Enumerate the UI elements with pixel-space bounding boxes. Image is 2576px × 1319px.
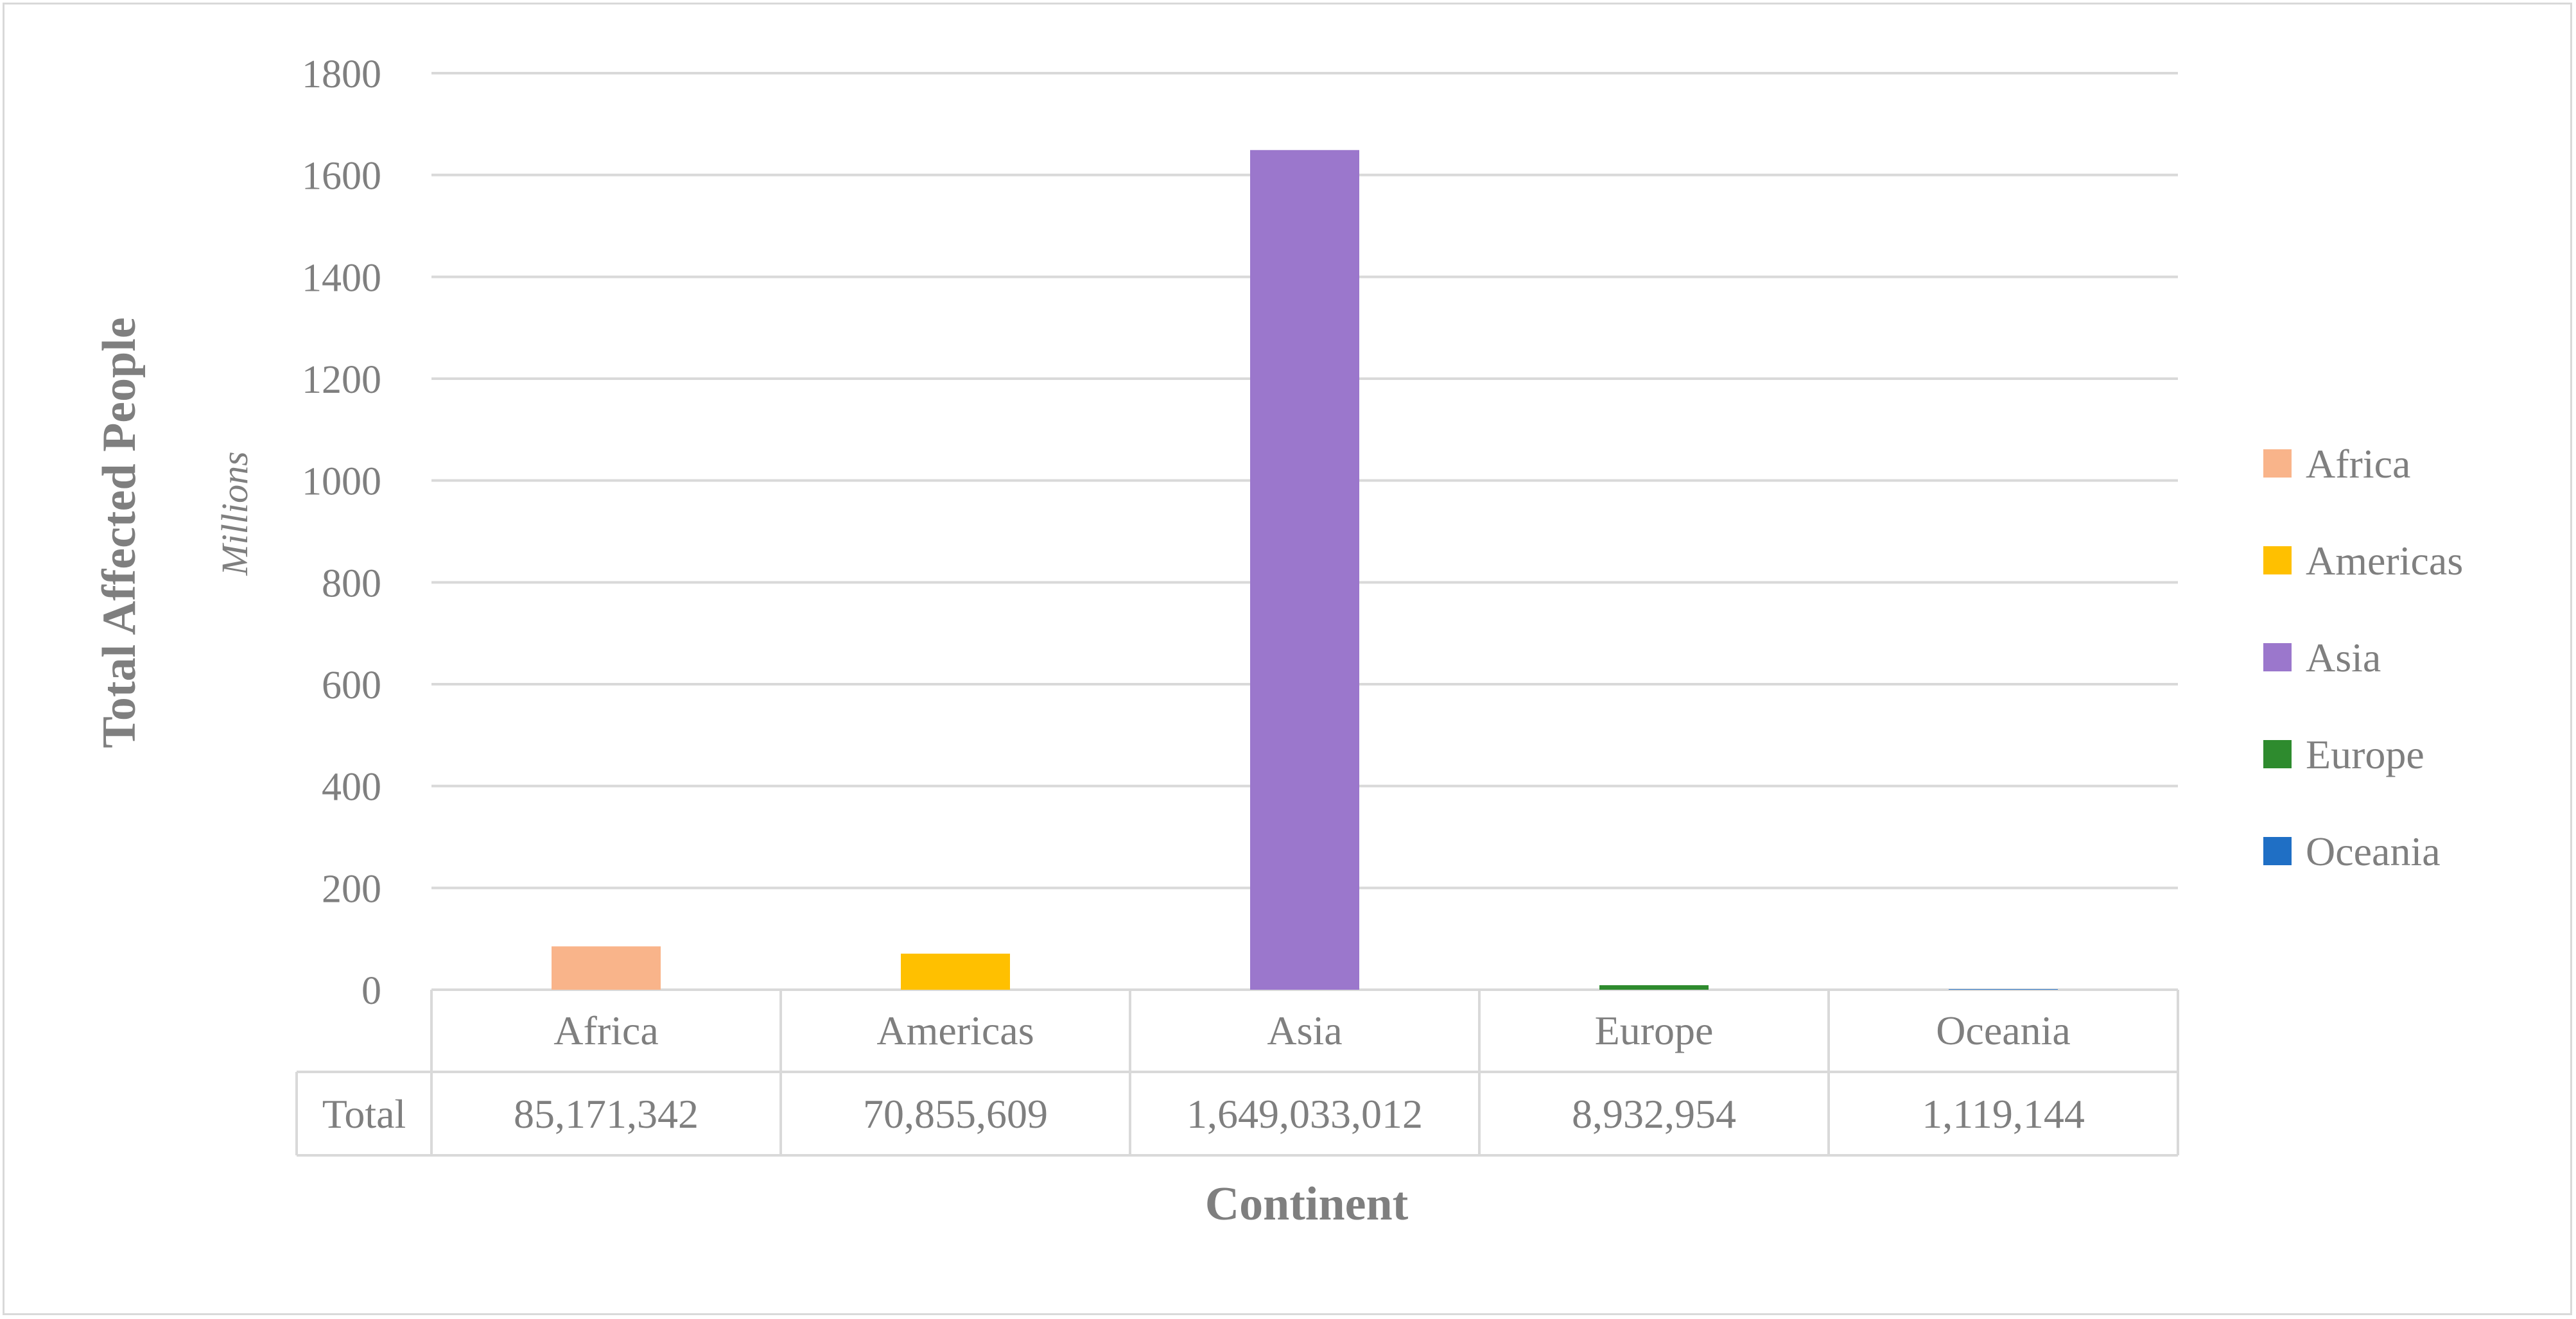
legend-swatch bbox=[2263, 837, 2292, 865]
table-cell-value: 85,171,342 bbox=[514, 1091, 699, 1137]
y-axis-title: Total Affected People bbox=[93, 317, 146, 748]
chart-frame bbox=[3, 3, 2572, 1315]
table-row-label: Total bbox=[322, 1091, 406, 1137]
legend-label: Oceania bbox=[2306, 829, 2441, 874]
legend-swatch bbox=[2263, 449, 2292, 478]
legend-label: Asia bbox=[2306, 635, 2381, 680]
x-axis-title: Continent bbox=[1205, 1178, 1409, 1230]
legend-swatch bbox=[2263, 740, 2292, 768]
y-tick-label: 400 bbox=[322, 766, 381, 809]
legend-label: Europe bbox=[2306, 732, 2424, 777]
x-category-label: Europe bbox=[1595, 1008, 1714, 1053]
bar-americas bbox=[901, 953, 1010, 990]
legend-swatch bbox=[2263, 546, 2292, 574]
y-tick-label: 0 bbox=[361, 969, 381, 1013]
legend-label: Americas bbox=[2306, 538, 2463, 583]
bar-africa bbox=[552, 946, 661, 990]
legend-swatch bbox=[2263, 643, 2292, 671]
table-cell-value: 8,932,954 bbox=[1572, 1091, 1736, 1137]
y-tick-label: 1200 bbox=[302, 358, 381, 402]
y-tick-label: 1000 bbox=[302, 460, 381, 504]
table-cell-value: 1,649,033,012 bbox=[1187, 1091, 1423, 1137]
legend-label: Africa bbox=[2306, 441, 2410, 487]
table-cell-value: 70,855,609 bbox=[863, 1091, 1048, 1137]
y-tick-label: 1800 bbox=[302, 53, 381, 96]
y-axis-unit-label: Millions bbox=[214, 451, 256, 576]
bar-europe bbox=[1599, 985, 1709, 990]
y-tick-label: 1400 bbox=[302, 256, 381, 300]
table-cell-value: 1,119,144 bbox=[1922, 1091, 2085, 1137]
x-category-label: Africa bbox=[553, 1008, 658, 1053]
y-tick-label: 800 bbox=[322, 562, 381, 605]
bars bbox=[552, 150, 2058, 990]
y-tick-label: 1600 bbox=[302, 155, 381, 198]
x-category-label: Oceania bbox=[1936, 1008, 2071, 1053]
x-category-label: Asia bbox=[1267, 1008, 1342, 1053]
y-tick-label: 600 bbox=[322, 664, 381, 707]
y-tick-label: 200 bbox=[322, 867, 381, 911]
y-tick-labels: 0 200 400 600 800 1000 1200 1400 1600 1800 bbox=[302, 53, 381, 1013]
x-category-label: Americas bbox=[876, 1008, 1034, 1053]
bar-asia bbox=[1250, 150, 1359, 990]
data-table: Africa Americas Asia Europe Oceania Total 85,1… bbox=[295, 990, 2179, 1157]
bar-oceania bbox=[1949, 989, 2058, 990]
legend: Africa Americas Asia Europe Oceania bbox=[2263, 441, 2463, 874]
